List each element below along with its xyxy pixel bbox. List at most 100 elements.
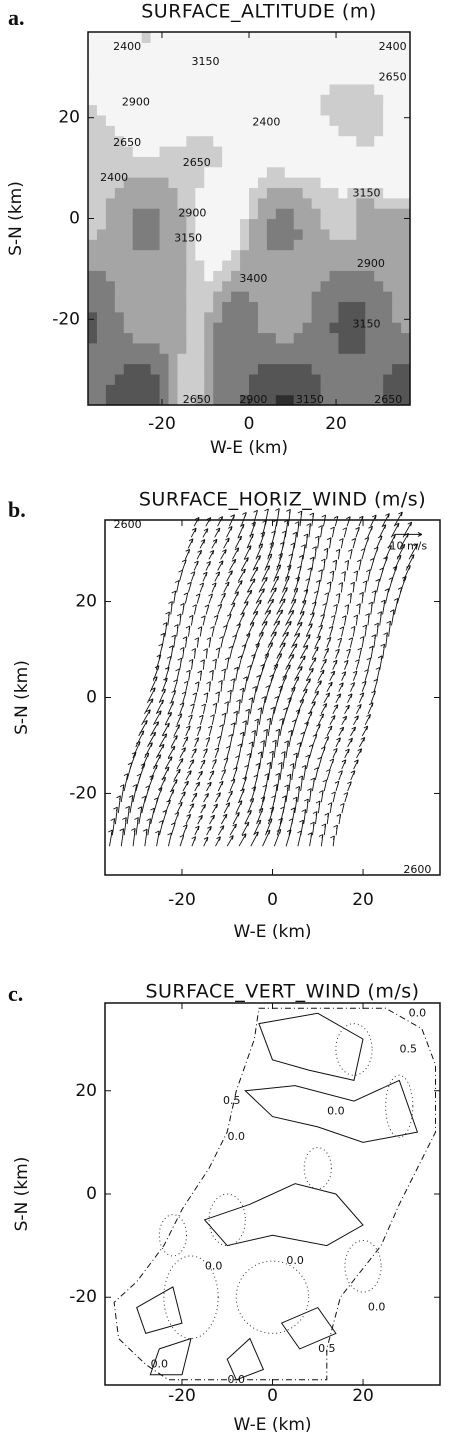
wind-arrow [237,743,243,758]
terrain-cell [338,259,348,271]
wind-arrow [194,637,200,648]
terrain-cell [383,311,393,323]
terrain-cell [320,394,331,406]
terrain-cell [374,135,384,147]
terrain-cell [374,270,384,282]
terrain-cell [88,114,98,126]
terrain-cell [114,187,125,199]
terrain-cell [329,156,340,168]
wind-arrow [179,791,186,803]
terrain-cell [257,197,268,209]
terrain-cell [383,342,393,354]
terrain-cell [88,73,98,85]
terrain-cell [320,311,331,323]
terrain-cell [257,363,268,375]
terrain-cell [347,208,357,220]
terrain-cell [257,177,268,189]
wind-arrow [194,825,200,836]
wind-arrow [347,781,352,792]
terrain-cell [275,259,286,271]
terrain-cell [195,32,205,43]
terrain-cell [338,63,348,75]
terrain-cell [302,197,313,209]
terrain-cell [249,353,259,365]
terrain-cell [105,239,116,251]
wind-arrow [246,533,254,549]
terrain-cell [213,270,223,282]
terrain-cell [222,342,232,354]
terrain-cell [96,32,107,43]
terrain-cell [204,94,214,106]
terrain-cell [329,322,340,334]
terrain-cell [275,94,286,106]
terrain-cell [105,32,116,43]
terrain-cell [275,394,286,406]
terrain-cell [392,259,402,271]
terrain-cell [302,228,313,240]
terrain-cell [249,239,259,251]
terrain-cell [168,249,179,261]
terrain-cell [257,208,268,220]
terrain-cell [213,197,223,209]
terrain-cell [374,145,384,157]
terrain-cell [329,104,340,116]
x-tick-label: 0 [267,890,278,910]
wind-arrow [389,609,395,626]
terrain-cell [204,208,214,220]
terrain-cell [392,280,402,292]
terrain-cell [123,342,134,354]
wind-arrow [182,824,188,836]
wind-arrow [306,523,312,538]
terrain-cell [150,218,161,230]
terrain-cell [302,218,313,230]
wind-arrow [235,580,243,593]
terrain-cell [302,249,313,261]
terrain-cell [347,73,357,85]
wind-arrow [322,779,328,792]
terrain-cell [231,177,241,189]
wind-arrow [242,720,247,736]
terrain-cell [114,197,125,209]
terrain-cell [329,166,340,178]
terrain-cell [195,52,205,64]
terrain-cell [231,322,241,334]
wind-arrow [164,711,173,726]
terrain-cell [168,373,179,385]
terrain-cell [249,228,259,240]
wind-arrow [129,751,137,770]
wind-arrow [226,613,232,626]
terrain-cell [150,291,161,302]
terrain-cell [401,342,411,354]
wind-arrow [170,779,178,792]
terrain-cell [338,394,348,406]
terrain-cell [320,42,331,54]
terrain-cell [284,342,295,354]
terrain-cell [195,384,205,396]
terrain-cell [132,218,143,230]
terrain-cell [141,52,152,64]
terrain-cell [177,322,187,334]
negative-contour [303,1147,332,1190]
wind-arrow [164,799,171,814]
contour-label: 3150 [191,55,219,68]
wind-arrow [252,685,257,703]
terrain-cell [114,311,125,323]
wind-arrow [219,724,224,736]
terrain-cell [347,218,357,230]
wind-arrow [153,710,162,726]
terrain-cell [88,197,98,209]
terrain-cell [320,135,331,147]
terrain-cell [96,218,107,230]
terrain-cell [257,187,268,199]
terrain-cell [329,73,340,85]
terrain-cell [195,135,205,147]
wind-arrow [150,721,160,737]
wind-arrow [341,671,347,681]
terrain-cell [275,73,286,85]
wind-arrow [324,592,330,604]
x-tick-label: -20 [168,1386,196,1406]
terrain-cell [311,94,322,106]
wind-arrow [269,750,274,770]
terrain-cell [186,291,196,302]
terrain-cell [302,239,313,251]
